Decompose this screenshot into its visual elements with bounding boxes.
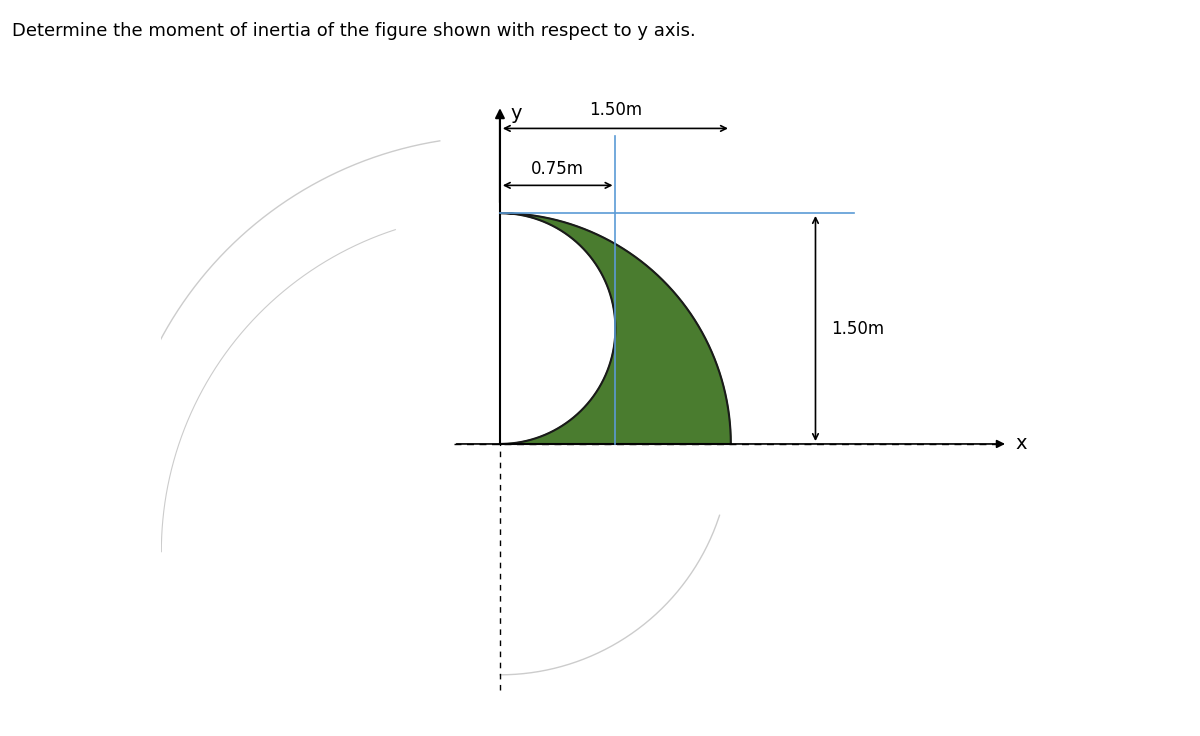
Text: y: y — [511, 104, 522, 122]
Text: Determine the moment of inertia of the figure shown with respect to y axis.: Determine the moment of inertia of the f… — [12, 22, 696, 40]
Text: x: x — [1015, 434, 1027, 453]
Text: 1.50m: 1.50m — [830, 319, 884, 338]
Polygon shape — [500, 213, 731, 444]
Text: 0.75m: 0.75m — [532, 160, 584, 177]
Text: 1.50m: 1.50m — [589, 101, 642, 119]
